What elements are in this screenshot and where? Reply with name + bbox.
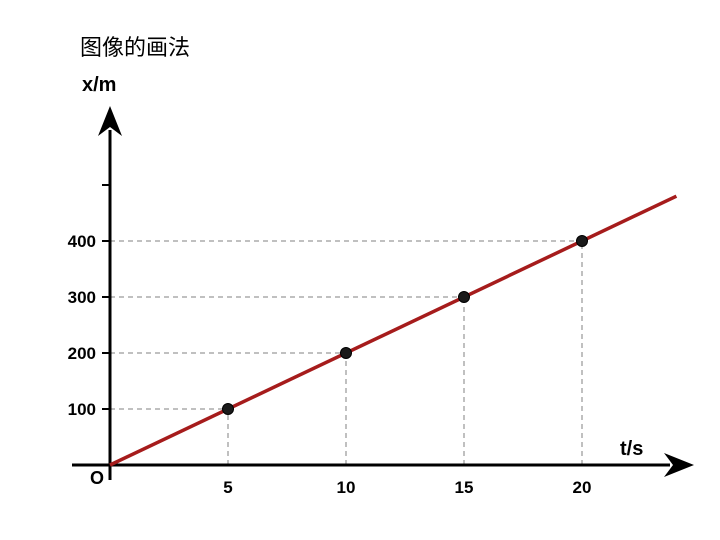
y-tick-label: 200: [68, 344, 96, 363]
x-tick-label: 5: [223, 478, 232, 497]
x-tick-label: 10: [337, 478, 356, 497]
line-chart: 100 200 300 400 5 10 15 20: [0, 0, 720, 540]
y-tick-label: 300: [68, 288, 96, 307]
y-tick-label: 400: [68, 232, 96, 251]
x-tick-label: 20: [573, 478, 592, 497]
chart-container: 图像的画法 x/m t/s O 1002003004005101520: [0, 0, 720, 540]
x-tick-label: 15: [455, 478, 474, 497]
y-tick-label: 100: [68, 400, 96, 419]
